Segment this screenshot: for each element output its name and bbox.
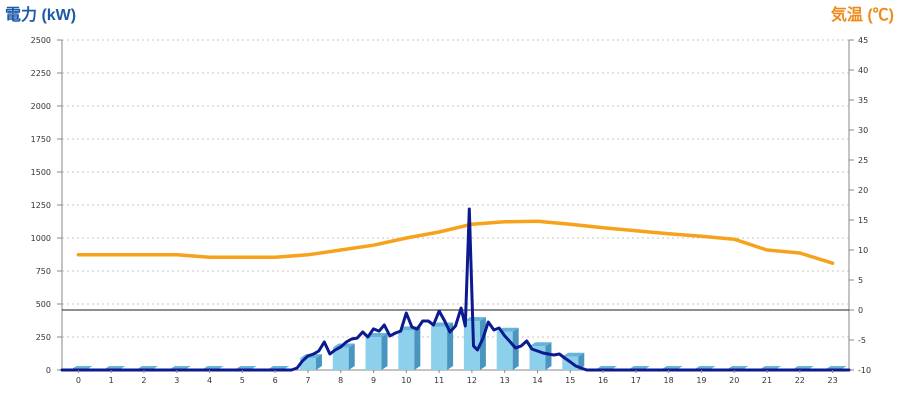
bar-front-face	[431, 326, 448, 370]
x-axis-tick-label: 2	[141, 376, 146, 385]
x-axis-tick-label: 22	[795, 376, 805, 385]
right-axis: -10 -5 0 5 10 15 20 25 30 35 40 45	[849, 36, 871, 375]
bar-front-face	[398, 330, 415, 370]
x-axis-tick-label: 21	[762, 376, 772, 385]
left-axis-title: 電力 (kW)	[5, 7, 77, 24]
bar-side-face	[348, 343, 355, 370]
right-axis-tick-label: -10	[858, 366, 871, 375]
bar-front-face	[463, 321, 480, 370]
right-axis-tick-label: 5	[858, 276, 863, 285]
x-axis-tick-label: 16	[598, 376, 608, 385]
left-axis-tick-label: 2250	[31, 69, 51, 78]
left-axis-tick-label: 500	[36, 300, 51, 309]
right-axis-tick-label: 40	[858, 66, 868, 75]
x-axis-tick-label: 14	[532, 376, 542, 385]
right-axis-tick-label: 30	[858, 126, 868, 135]
left-axis-tick-label: 250	[36, 333, 51, 342]
x-axis-tick-label: 17	[631, 376, 641, 385]
right-axis-tick-label: 10	[858, 246, 868, 255]
left-axis: 0 250 500 750 1000 1250 1500 1750 2000 2250 2500	[31, 36, 62, 375]
x-axis-tick-label: 8	[338, 376, 343, 385]
bar-side-face	[545, 342, 552, 370]
x-axis-tick-label: 13	[500, 376, 510, 385]
bar-hour-10	[398, 326, 421, 370]
x-axis-tick-label: 9	[371, 376, 376, 385]
x-axis: 0 1 2 3 4 5 6 7 8 9 10 11 12 13 14 15 16 17 18 19 20 21 22 23	[76, 370, 838, 385]
right-axis-tick-label: 20	[858, 186, 868, 195]
bar-hour-14	[529, 342, 552, 370]
x-axis-tick-label: 12	[467, 376, 477, 385]
bar-hour-8	[332, 343, 355, 370]
left-axis-tick-label: 1000	[31, 234, 51, 243]
bar-front-face	[365, 337, 382, 370]
right-axis-tick-label: 45	[858, 36, 868, 45]
bar-top-face	[562, 352, 585, 357]
x-axis-tick-label: 3	[174, 376, 179, 385]
right-axis-tick-label: 15	[858, 216, 868, 225]
right-axis-tick-label: 35	[858, 96, 868, 105]
bar-side-face	[447, 322, 454, 370]
left-axis-tick-label: 0	[46, 366, 51, 375]
x-axis-tick-label: 6	[273, 376, 278, 385]
bar-front-face	[299, 358, 316, 370]
x-axis-tick-label: 11	[434, 376, 444, 385]
left-axis-tick-label: 750	[36, 267, 51, 276]
right-axis-tick-label: 25	[858, 156, 868, 165]
x-axis-tick-label: 19	[696, 376, 706, 385]
left-axis-tick-label: 1250	[31, 201, 51, 210]
right-axis-tick-label: -5	[858, 336, 866, 345]
right-axis-title: 気温 (℃)	[830, 7, 894, 24]
bar-side-face	[414, 326, 421, 370]
left-axis-tick-label: 1750	[31, 135, 51, 144]
left-axis-tick-label: 2000	[31, 102, 51, 111]
x-axis-tick-label: 0	[76, 376, 81, 385]
bar-hour-9	[365, 333, 388, 370]
bar-front-face	[332, 347, 349, 370]
x-axis-tick-label: 4	[207, 376, 212, 385]
x-axis-tick-label: 1	[109, 376, 114, 385]
x-axis-tick-label: 5	[240, 376, 245, 385]
x-axis-tick-label: 23	[828, 376, 838, 385]
power-line	[60, 207, 851, 372]
gridlines	[62, 39, 849, 338]
right-axis-tick-label: 0	[858, 306, 863, 315]
x-axis-tick-label: 15	[565, 376, 575, 385]
bar-side-face	[381, 333, 388, 370]
left-axis-tick-label: 2500	[31, 36, 51, 45]
bar-top-face	[463, 317, 486, 322]
bar-top-face	[529, 342, 552, 347]
left-axis-tick-label: 1500	[31, 168, 51, 177]
bar-side-face	[578, 352, 585, 370]
x-axis-tick-label: 18	[664, 376, 674, 385]
power-bars	[70, 317, 847, 370]
bar-side-face	[315, 354, 322, 370]
bar-hour-11	[431, 322, 454, 370]
x-axis-tick-label: 7	[305, 376, 310, 385]
x-axis-tick-label: 20	[729, 376, 739, 385]
x-axis-tick-label: 10	[401, 376, 411, 385]
temperature-line	[76, 219, 835, 265]
